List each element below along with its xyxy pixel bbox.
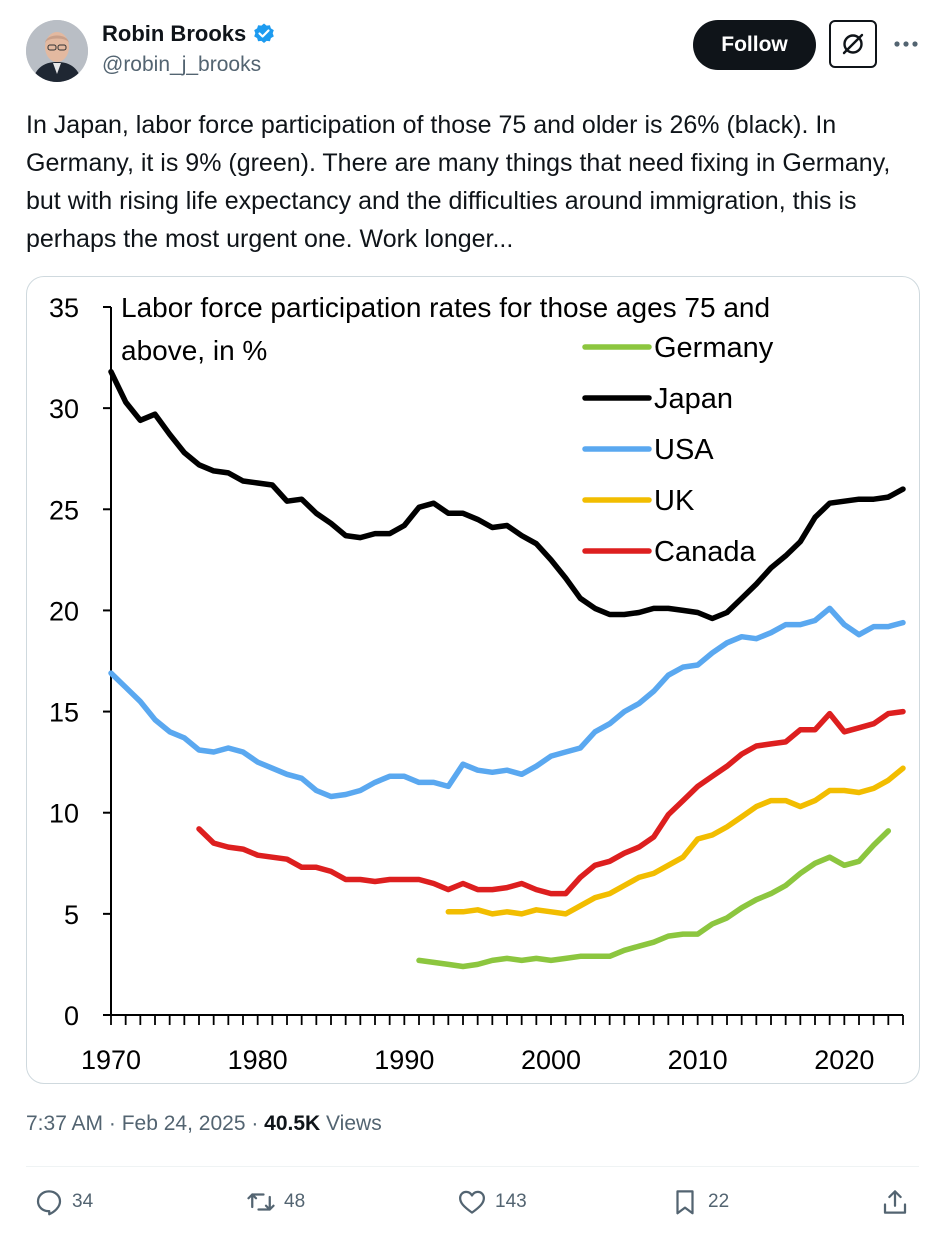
y-tick-label: 35 [49, 293, 79, 323]
author-name[interactable]: Robin Brooks [102, 21, 276, 47]
author-name-text: Robin Brooks [102, 21, 247, 46]
legend-label: USA [654, 434, 714, 466]
tweet-meta: 7:37 AM · Feb 24, 2025 · 40.5K Views [26, 1112, 382, 1136]
grok-icon [842, 33, 864, 55]
x-tick-label: 2010 [668, 1045, 728, 1075]
meta-separator: · [245, 1112, 265, 1135]
more-dots-icon [894, 41, 918, 47]
tweet-time[interactable]: 7:37 AM [26, 1112, 104, 1135]
avatar-photo [26, 20, 88, 82]
tweet-text: In Japan, labor force participation of t… [26, 111, 891, 253]
legend-label: Germany [654, 332, 774, 364]
x-tick-label: 2020 [814, 1045, 874, 1075]
y-tick-label: 0 [64, 1001, 79, 1031]
x-tick-label: 1970 [81, 1045, 141, 1075]
media-image[interactable]: 0 5 10 15 20 25 30 35 1970 1980 1990 2000 2010 2020 L… [26, 276, 920, 1084]
chart-title: Labor force participation rates for thos… [121, 292, 770, 366]
bookmark-button[interactable]: 22 [670, 1187, 729, 1217]
repost-count: 48 [284, 1191, 306, 1212]
y-tick-label: 5 [64, 900, 79, 930]
like-count: 143 [495, 1191, 527, 1212]
chart-series [108, 368, 906, 970]
y-tick-label: 15 [49, 698, 79, 728]
reply-button[interactable]: 34 [34, 1187, 93, 1217]
share-icon [883, 1190, 907, 1214]
like-button[interactable]: 143 [457, 1187, 527, 1217]
x-tick-label: 1990 [374, 1045, 434, 1075]
series-line-uk [445, 765, 906, 917]
labor-force-chart: 0 5 10 15 20 25 30 35 1970 1980 1990 2000 2010 2020 L… [49, 292, 906, 1075]
bookmark-icon [676, 1190, 694, 1215]
views-label: Views [320, 1112, 382, 1135]
tweet-date[interactable]: Feb 24, 2025 [121, 1112, 246, 1135]
chart-axes: 0 5 10 15 20 25 30 35 1970 1980 1990 2000 2010 2020 [49, 293, 904, 1075]
legend-label: Japan [654, 383, 733, 415]
repost-button[interactable]: 48 [246, 1187, 305, 1217]
meta-separator: · [103, 1112, 122, 1135]
author-handle[interactable]: @robin_j_brooks [102, 53, 262, 76]
heart-icon [459, 1190, 485, 1214]
bookmark-count: 22 [708, 1191, 730, 1212]
grok-button[interactable] [829, 20, 877, 68]
series-line-usa [108, 605, 906, 800]
more-options-button[interactable] [890, 30, 922, 58]
x-tick-label: 1980 [228, 1045, 288, 1075]
series-line-germany [416, 828, 892, 970]
series-line-canada [196, 708, 906, 897]
legend-label: Canada [654, 536, 756, 568]
y-tick-label: 25 [49, 495, 79, 525]
reply-icon [36, 1190, 62, 1216]
verified-badge-icon [252, 22, 276, 46]
y-tick-label: 30 [49, 394, 79, 424]
repost-icon [247, 1193, 275, 1211]
chart-title-line: above, in % [121, 335, 267, 366]
share-button[interactable] [880, 1187, 910, 1217]
legend-label: UK [654, 485, 695, 517]
divider [26, 1166, 919, 1167]
series-line-japan [108, 368, 906, 622]
views-count: 40.5K [264, 1112, 321, 1135]
chart-title-line: Labor force participation rates for thos… [121, 292, 770, 323]
y-tick-label: 20 [49, 596, 79, 626]
x-tick-label: 2000 [521, 1045, 581, 1075]
avatar[interactable] [26, 20, 88, 82]
y-tick-label: 10 [49, 799, 79, 829]
chart-legend: Germany Japan USA UK Canada [582, 332, 774, 568]
follow-button[interactable]: Follow [693, 20, 816, 70]
reply-count: 34 [72, 1191, 94, 1212]
